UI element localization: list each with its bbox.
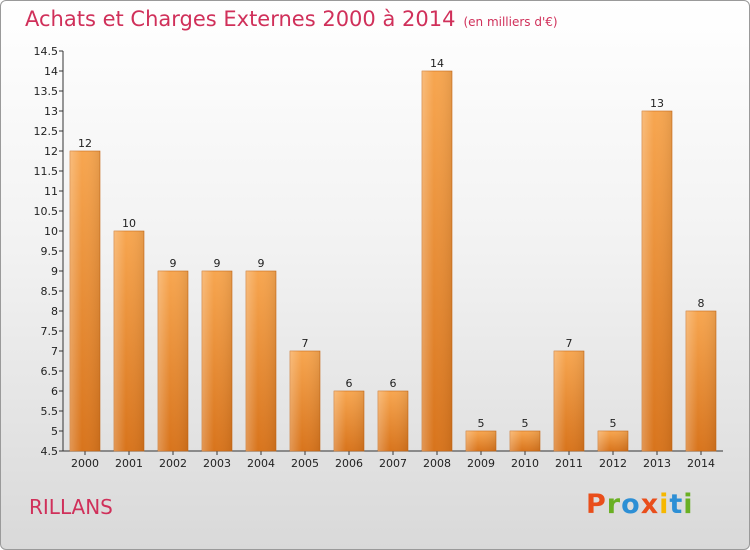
x-tick-label-2001: 2001 (115, 457, 143, 470)
y-tick-label: 8 (51, 305, 58, 318)
x-tick-label-2009: 2009 (467, 457, 495, 470)
bar-shading-2004 (246, 271, 276, 451)
y-tick-label: 14.5 (34, 45, 59, 58)
x-tick-label-2002: 2002 (159, 457, 187, 470)
value-labels: 12 10 9 9 9 7 6 6 14 5 5 7 5 13 8 (78, 57, 705, 430)
x-tick-label-2006: 2006 (335, 457, 363, 470)
value-label-2003: 9 (214, 257, 221, 270)
bar-shading-2007 (378, 391, 408, 451)
x-tick-label-2005: 2005 (291, 457, 319, 470)
y-tick-label: 13.5 (34, 85, 59, 98)
x-tick-label-2014: 2014 (687, 457, 715, 470)
bar-shading-2011 (554, 351, 584, 451)
proxiti-logo: Proxiti (586, 489, 694, 520)
value-label-2001: 10 (122, 217, 136, 230)
x-tick-label-2007: 2007 (379, 457, 407, 470)
bar-shading-2002 (158, 271, 188, 451)
bars (69, 70, 717, 452)
bar-shading-2006 (334, 391, 364, 451)
x-tick-label-2004: 2004 (247, 457, 275, 470)
value-label-2002: 9 (170, 257, 177, 270)
y-tick-label: 12 (44, 145, 58, 158)
chart-title-text: Achats et Charges Externes 2000 à 2014 (25, 7, 456, 31)
logo-letter: t (669, 489, 684, 520)
value-label-2007: 6 (390, 377, 397, 390)
y-tick-label: 11 (44, 185, 58, 198)
bar-shading-2012 (598, 431, 628, 451)
y-tick-label: 6 (51, 385, 58, 398)
value-label-2010: 5 (522, 417, 529, 430)
x-tick-label-2008: 2008 (423, 457, 451, 470)
logo-letter: i (683, 489, 694, 520)
logo-letter: x (640, 489, 660, 520)
y-tick-label: 7 (51, 345, 58, 358)
x-tick-label-2012: 2012 (599, 457, 627, 470)
value-label-2006: 6 (346, 377, 353, 390)
y-tick-label: 9.5 (41, 245, 59, 258)
bar-shading-2009 (466, 431, 496, 451)
y-tick-label: 5 (51, 425, 58, 438)
bar-shading-2005 (290, 351, 320, 451)
value-label-2009: 5 (478, 417, 485, 430)
value-label-2000: 12 (78, 137, 92, 150)
bar-shading-2008 (422, 71, 452, 451)
bar-shading-2001 (114, 231, 144, 451)
y-tick-label: 10.5 (34, 205, 59, 218)
bar-shading-2000 (70, 151, 100, 451)
y-tick-label: 6.5 (41, 365, 59, 378)
chart-unit-label: (en milliers d'€) (463, 15, 558, 29)
chart-title: Achats et Charges Externes 2000 à 2014 (e… (25, 7, 558, 31)
x-tick-label-2013: 2013 (643, 457, 671, 470)
logo-letter: i (659, 489, 670, 520)
x-tick-label-2011: 2011 (555, 457, 583, 470)
bar-shading-2014 (686, 311, 716, 451)
logo-letter: r (606, 489, 622, 520)
y-tick-label: 8.5 (41, 285, 59, 298)
bar-shading-2013 (642, 111, 672, 451)
bar-shading-2003 (202, 271, 232, 451)
x-tick-label-2000: 2000 (71, 457, 99, 470)
y-tick-label: 14 (44, 65, 58, 78)
logo-letter: P (586, 489, 607, 520)
x-tick-label-2003: 2003 (203, 457, 231, 470)
value-label-2012: 5 (610, 417, 617, 430)
value-label-2011: 7 (566, 337, 573, 350)
value-label-2004: 9 (258, 257, 265, 270)
x-tick-label-2010: 2010 (511, 457, 539, 470)
axes: 4.5 5 5.5 6 6.5 7 7.5 8 8.5 9 9.5 10 10.5 11 11.5 12 12.… (34, 45, 723, 470)
logo-letter: o (621, 489, 641, 520)
bar-shading-2010 (510, 431, 540, 451)
value-label-2014: 8 (698, 297, 705, 310)
y-tick-label: 7.5 (41, 325, 59, 338)
y-tick-label: 9 (51, 265, 58, 278)
value-label-2008: 14 (430, 57, 444, 70)
y-tick-label: 11.5 (34, 165, 59, 178)
place-name: RILLANS (29, 495, 113, 519)
value-label-2013: 13 (650, 97, 664, 110)
y-tick-label: 4.5 (41, 445, 59, 458)
y-tick-label: 13 (44, 105, 58, 118)
y-tick-label: 5.5 (41, 405, 59, 418)
y-tick-label: 10 (44, 225, 58, 238)
value-label-2005: 7 (302, 337, 309, 350)
y-tick-label: 12.5 (34, 125, 59, 138)
